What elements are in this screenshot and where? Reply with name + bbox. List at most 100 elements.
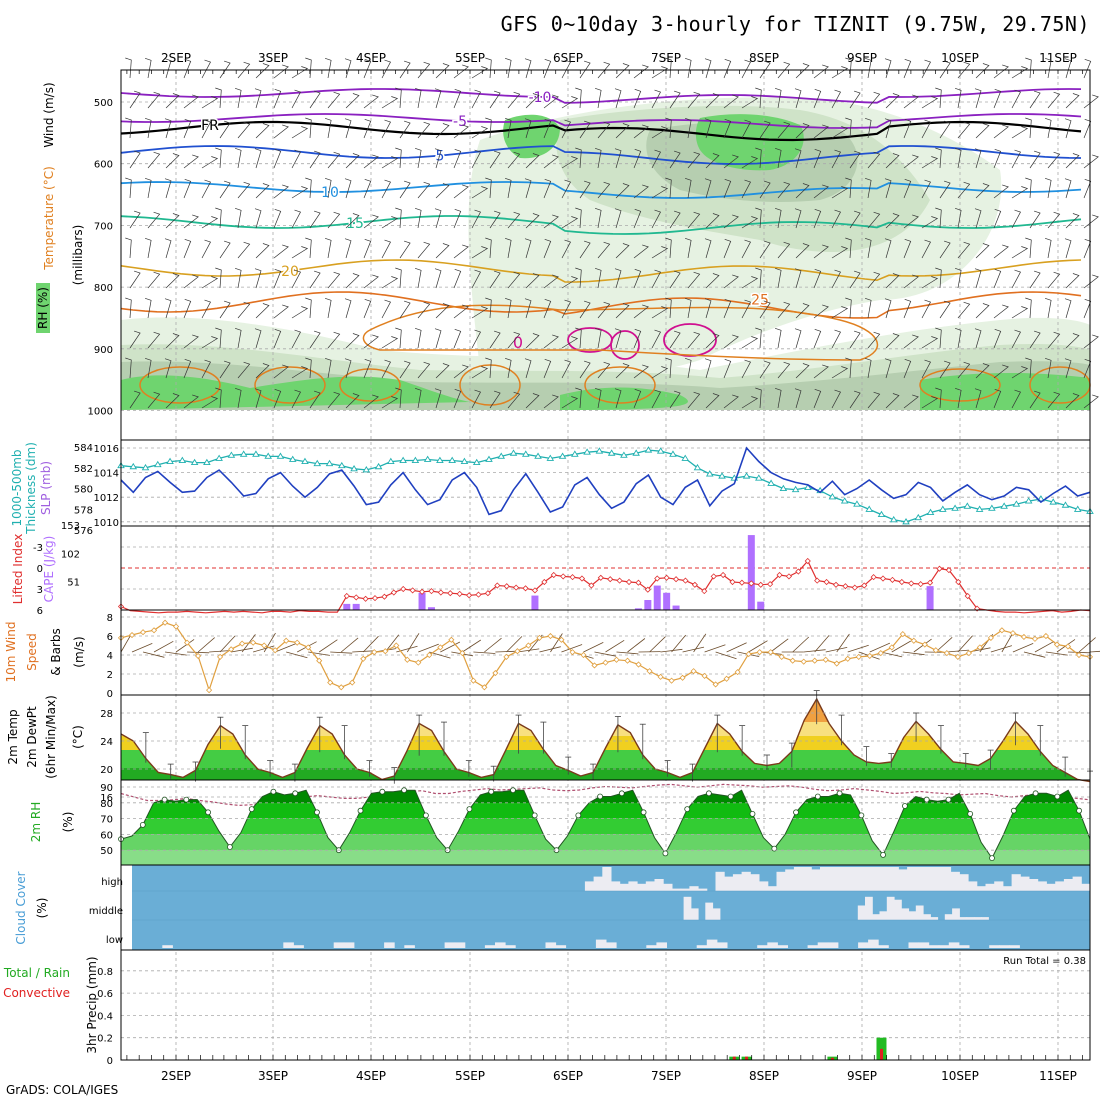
wind-barb <box>831 366 849 379</box>
wind-barb <box>594 267 602 289</box>
wind10-point <box>756 649 763 656</box>
wind-barb <box>864 117 872 139</box>
wind-barb <box>884 358 892 379</box>
wind-barb <box>144 117 152 139</box>
li-point <box>343 592 350 600</box>
cloud-bar <box>923 914 931 920</box>
rh-point <box>923 796 930 803</box>
wind-barb <box>687 271 701 289</box>
rh-legend-swatch <box>36 283 50 333</box>
y-tick: 500 <box>94 98 113 109</box>
wind-barb <box>705 93 720 109</box>
li-point <box>503 583 510 590</box>
wind-barb <box>129 210 141 229</box>
cloud-bar <box>827 942 839 948</box>
cloud-bar <box>858 942 869 948</box>
cloud-bar <box>928 945 940 948</box>
wind-barb <box>704 238 712 259</box>
wind-barb <box>219 360 231 379</box>
wind-barb <box>453 388 462 409</box>
wind-barb <box>345 333 360 349</box>
wind-barb <box>774 207 782 229</box>
temp-series <box>120 697 1091 783</box>
wind-barb <box>291 66 309 79</box>
slp-series <box>120 446 1091 516</box>
rh-band <box>121 803 1090 818</box>
bottom-date-label: 5SEP <box>455 1069 485 1083</box>
thickness-point <box>644 446 653 453</box>
li-point <box>390 589 397 596</box>
wind-barb <box>164 298 172 319</box>
wind-barb <box>363 178 372 199</box>
wind-barb <box>144 57 152 79</box>
cloud-bar <box>924 867 934 891</box>
wind-barb <box>489 270 501 289</box>
wind-barb <box>921 239 932 259</box>
cloud-bar <box>732 874 743 891</box>
wind-barb <box>755 387 762 409</box>
li-point <box>578 575 586 582</box>
wind-barb <box>597 361 611 379</box>
li-point <box>889 576 896 583</box>
contour-line <box>120 113 1082 129</box>
wind-barb <box>324 237 332 259</box>
wind-barb <box>921 96 939 109</box>
wind-barb <box>864 237 872 259</box>
wind-barb <box>183 394 199 409</box>
wind10-point <box>778 653 785 660</box>
wind-barb <box>1029 330 1041 349</box>
cloud-bar <box>933 867 943 891</box>
wind-barb <box>795 243 810 259</box>
contour-loop <box>459 364 521 406</box>
wind-barb <box>1083 118 1092 139</box>
thickness-point <box>951 504 959 511</box>
wind10-point <box>514 648 521 655</box>
wind-barb <box>417 181 431 199</box>
wind-barb <box>615 63 630 79</box>
wind-barb <box>849 210 861 229</box>
contour-line <box>120 145 1082 165</box>
li-point <box>607 576 614 583</box>
cloud-bar <box>837 867 847 891</box>
wind-barb <box>324 177 332 199</box>
cloud-bar <box>645 881 655 891</box>
li-point <box>418 588 426 595</box>
wind-barb <box>1047 151 1061 169</box>
wind-barb <box>453 364 469 379</box>
wind-barb <box>687 151 701 169</box>
wind-barb <box>993 148 1002 169</box>
wind-barb <box>471 269 482 289</box>
wind-barb <box>651 209 662 229</box>
thickness-point <box>190 458 199 466</box>
wind-barb <box>201 156 219 169</box>
temp-label: (6hr Min/Max) <box>44 695 58 779</box>
wind-barb <box>1025 357 1032 379</box>
cloud-bar <box>976 886 986 891</box>
wind-barb <box>381 96 399 109</box>
cloud-bar <box>863 867 873 891</box>
wind10-point <box>987 634 994 641</box>
wind-barb <box>975 363 990 379</box>
li-point <box>917 581 924 588</box>
precip-conv-bar <box>732 1056 736 1060</box>
wind-barb <box>614 88 622 109</box>
wind-barb <box>504 237 512 259</box>
wind10-barb <box>748 640 768 653</box>
wind-barb <box>453 244 469 259</box>
wind-barb <box>399 180 411 199</box>
contour-label: FR <box>201 118 219 134</box>
wind-barb <box>1044 297 1052 319</box>
cape-tick: 102 <box>61 549 80 560</box>
wind10-barb <box>792 636 810 653</box>
wind-barb <box>435 243 450 259</box>
wind-barb <box>524 238 532 259</box>
wind-barb <box>273 148 282 169</box>
wind-barb <box>345 393 360 409</box>
wind-barb <box>615 183 630 199</box>
li-point <box>400 585 407 593</box>
rh-point <box>706 790 712 797</box>
cloud-bar <box>854 867 865 891</box>
wind-barb <box>759 180 771 199</box>
wind10-point <box>943 650 950 657</box>
wind10-barb <box>175 639 195 653</box>
